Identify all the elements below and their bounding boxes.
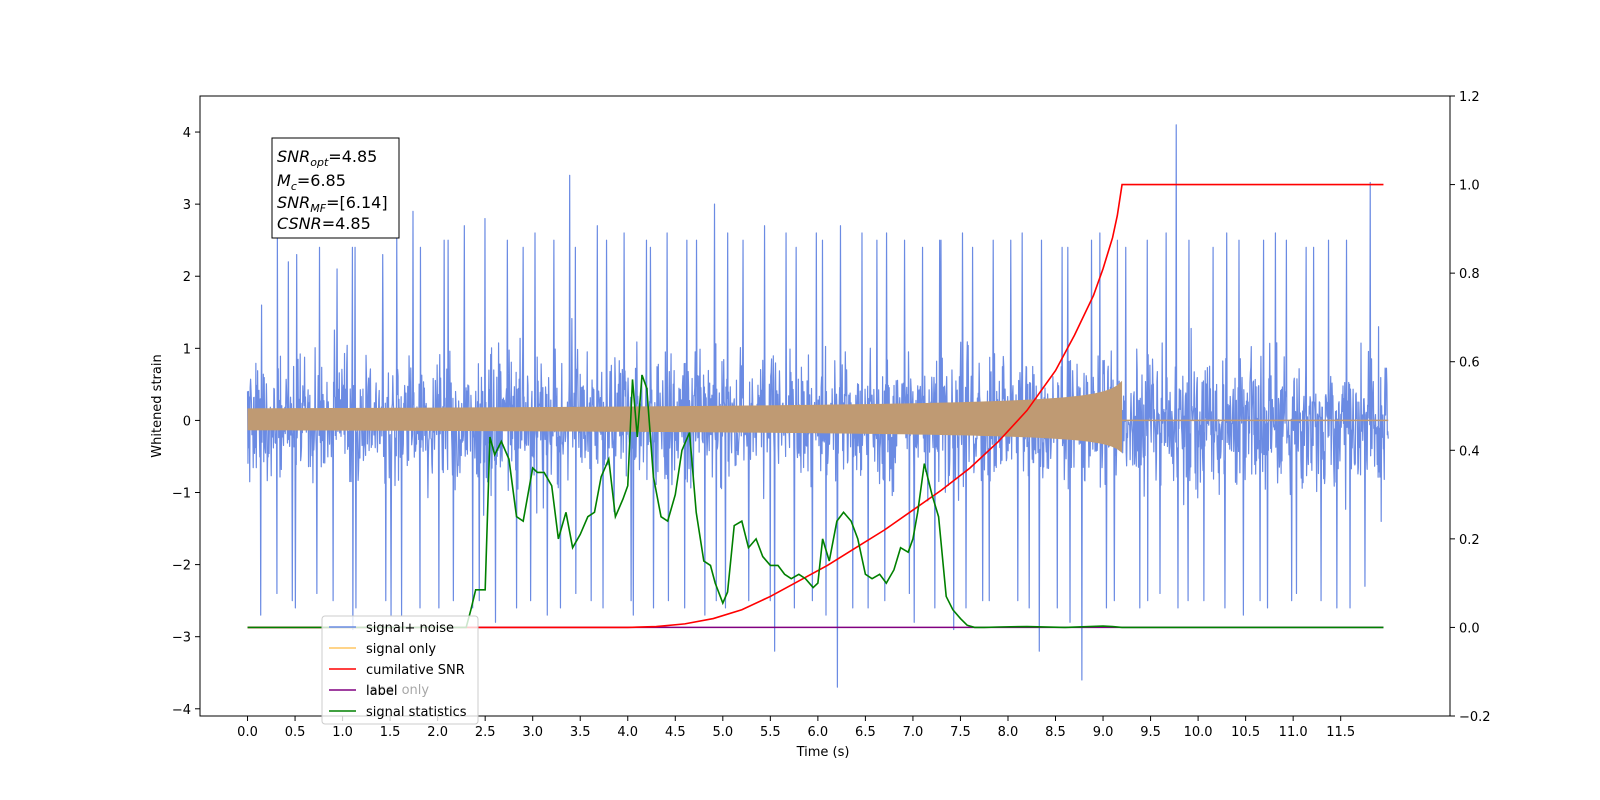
signal-statistics-series [247, 374, 1384, 629]
x-tick-label: 5.5 [760, 725, 781, 740]
y-right-tick-label: 1.2 [1459, 90, 1480, 105]
x-tick-label: 8.5 [1045, 725, 1066, 740]
y-axis-right: −0.2 0.0 0.2 0.4 0.6 0.8 1.0 1.2 [1450, 90, 1491, 725]
y-tick-label: 0 [183, 414, 191, 429]
x-tick-label: 2.5 [475, 725, 496, 740]
x-tick-label: 10.0 [1184, 725, 1213, 740]
x-tick-label: 0.0 [237, 725, 258, 740]
x-tick-label: 1.5 [380, 725, 401, 740]
y-tick-label: 1 [183, 342, 191, 357]
x-tick-label: 4.5 [665, 725, 686, 740]
annotation-snr-opt: SNRopt=4.85 [277, 147, 377, 169]
y-tick-label: −2 [172, 559, 191, 574]
x-tick-label: 9.0 [1093, 725, 1114, 740]
x-tick-label: 4.0 [617, 725, 638, 740]
x-tick-label: 8.0 [998, 725, 1019, 740]
legend-label: cumilative SNR [366, 663, 465, 678]
cumulative-snr-series [247, 183, 1384, 629]
y-axis-left: −4 −3 −2 −1 0 1 2 3 4 [172, 126, 200, 718]
y-tick-label: −4 [172, 703, 191, 718]
plot-frame [199, 95, 1451, 717]
x-tick-label: 0.5 [285, 725, 306, 740]
x-tick-label: 11.0 [1279, 725, 1308, 740]
y-right-tick-label: 1.0 [1459, 179, 1480, 194]
y-right-tick-label: 0.6 [1459, 356, 1480, 371]
x-tick-label: 6.0 [808, 725, 829, 740]
y-right-tick-label: 0.2 [1459, 533, 1480, 548]
legend-item: signal statistics [329, 705, 467, 720]
legend-label: signal only [366, 642, 436, 657]
x-tick-label: 7.5 [950, 725, 971, 740]
legend-label: label [366, 684, 397, 699]
x-tick-label: 5.0 [712, 725, 733, 740]
y-right-tick-label: −0.2 [1459, 710, 1491, 725]
series-layer [246, 124, 1389, 688]
legend: label only signal+ noise signal only cumil… [321, 615, 479, 725]
legend-item: signal only [329, 642, 436, 657]
y-tick-label: 3 [183, 198, 191, 213]
y-right-tick-label: 0.4 [1459, 444, 1480, 459]
legend-label: signal+ noise [366, 621, 454, 636]
x-tick-label: 9.5 [1140, 725, 1161, 740]
legend-frame [321, 615, 479, 725]
y-right-tick-label: 0.0 [1459, 621, 1480, 636]
annotation-snr-mf: SNRMF=[6.14] [277, 193, 388, 215]
y-right-tick-label: 0.8 [1459, 267, 1480, 282]
legend-label: signal statistics [366, 705, 467, 720]
legend-ghost-text: label only [366, 683, 429, 698]
x-tick-label: 2.0 [427, 725, 448, 740]
annotation-csnr: CSNR=4.85 [277, 214, 371, 233]
y-tick-label: −3 [172, 631, 191, 646]
x-tick-label: 6.5 [855, 725, 876, 740]
x-tick-label: 1.0 [332, 725, 353, 740]
x-tick-label: 11.5 [1326, 725, 1355, 740]
x-tick-label: 3.5 [570, 725, 591, 740]
x-tick-label: 10.5 [1231, 725, 1260, 740]
legend-item: cumilative SNR [329, 663, 465, 678]
y-axis-label: Whitened strain [150, 354, 165, 457]
y-tick-label: 4 [183, 126, 191, 141]
x-tick-label: 7.0 [903, 725, 924, 740]
signal-only-series [247, 380, 1123, 453]
y-tick-label: −1 [172, 487, 191, 502]
x-axis-label: Time (s) [796, 745, 850, 760]
x-axis: 0.0 0.5 1.0 1.5 2.0 2.5 3.0 3.5 4.0 4.5 5.0 5.5 6.0 6… [237, 716, 1355, 740]
legend-item: label [329, 684, 397, 699]
annotation-mc: Mc=6.85 [277, 171, 346, 193]
x-tick-label: 3.0 [522, 725, 543, 740]
legend-item: signal+ noise [329, 621, 454, 636]
y-tick-label: 2 [183, 270, 191, 285]
annotation-box: SNRopt=4.85 Mc=6.85 SNRMF=[6.14] CSNR=4.… [271, 137, 400, 239]
